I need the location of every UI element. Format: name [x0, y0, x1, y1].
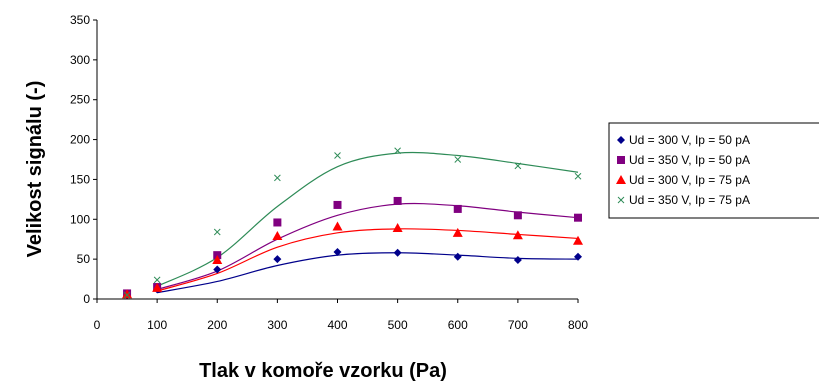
data-point — [454, 156, 462, 163]
y-tick-label: 300 — [70, 53, 90, 67]
legend-box — [608, 122, 819, 219]
data-point — [274, 174, 281, 182]
y-tick-label: 150 — [70, 172, 90, 186]
data-point — [273, 218, 282, 227]
data-point — [392, 223, 403, 233]
series-3-points — [122, 221, 583, 299]
y-tick-label: 0 — [83, 292, 90, 306]
data-point — [333, 247, 342, 256]
legend-label: Ud = 300 V, Ip = 75 pA — [629, 173, 750, 187]
data-point — [514, 162, 522, 170]
y-tick-label: 50 — [77, 252, 91, 266]
data-point — [152, 282, 163, 292]
data-point — [123, 291, 131, 299]
data-point — [573, 235, 583, 245]
legend-marker — [617, 136, 625, 144]
x-axis-title: Tlak v komoře vzorku (Pa) — [199, 360, 447, 382]
legend: Ud = 300 V, Ip = 50 pA Ud = 350 V, Ip = 5… — [608, 122, 819, 219]
data-point — [453, 204, 462, 213]
data-point — [452, 227, 463, 237]
y-tick-label: 250 — [70, 93, 90, 107]
trend-line-series-1 — [157, 252, 579, 294]
series-4-points — [123, 147, 582, 299]
x-tick-label: 600 — [448, 318, 468, 332]
data-point — [122, 289, 133, 299]
axes: 0 50 100 150 200 250 300 350 0 100 200 300 400 500 600… — [70, 13, 588, 332]
data-point — [213, 228, 221, 236]
x-tick-label: 400 — [327, 318, 347, 332]
data-point — [334, 152, 341, 159]
legend-marker — [617, 156, 625, 164]
y-tick-label: 350 — [70, 13, 90, 27]
data-point — [394, 147, 401, 155]
y-axis-title: Velikost signálu (-) — [24, 81, 46, 258]
data-point — [574, 172, 582, 180]
data-point — [153, 276, 161, 284]
data-point — [393, 248, 402, 257]
legend-marker — [617, 196, 625, 204]
data-point — [453, 252, 462, 261]
trend-line-series-4 — [156, 151, 579, 287]
legend-item: Ud = 300 V, Ip = 75 pA — [616, 173, 750, 187]
trend-lines — [156, 151, 579, 294]
legend-label: Ud = 350 V, Ip = 75 pA — [629, 193, 750, 207]
data-point — [272, 231, 283, 241]
x-tick-label: 0 — [94, 318, 101, 332]
x-tick-label: 200 — [207, 318, 227, 332]
data-point — [513, 255, 522, 264]
data-point — [213, 265, 222, 274]
data-point — [574, 213, 582, 222]
series-1-points — [123, 247, 582, 300]
x-tick-label: 800 — [568, 318, 588, 332]
legend-item: Ud = 300 V, Ip = 50 pA — [617, 133, 750, 147]
x-tick-label: 700 — [508, 318, 528, 332]
data-point — [332, 221, 343, 231]
legend-marker — [616, 175, 626, 184]
y-tick-label: 200 — [70, 133, 90, 147]
data-point — [273, 255, 282, 264]
x-tick-label: 300 — [267, 318, 287, 332]
x-tick-label: 100 — [147, 318, 167, 332]
data-point — [512, 230, 523, 240]
data-point — [574, 252, 582, 261]
trend-line-series-2 — [156, 202, 579, 291]
y-tick-label: 100 — [70, 212, 90, 226]
data-point — [333, 200, 342, 209]
data-point — [393, 196, 402, 205]
legend-item: Ud = 350 V, Ip = 50 pA — [617, 153, 750, 167]
legend-item: Ud = 350 V, Ip = 75 pA — [617, 193, 750, 207]
trend-line-series-3 — [156, 228, 579, 292]
legend-label: Ud = 300 V, Ip = 50 pA — [629, 133, 750, 147]
legend-label: Ud = 350 V, Ip = 50 pA — [629, 153, 750, 167]
x-tick-label: 500 — [388, 318, 408, 332]
data-point — [513, 211, 522, 220]
data-point — [212, 254, 223, 264]
data-markers — [122, 147, 583, 300]
